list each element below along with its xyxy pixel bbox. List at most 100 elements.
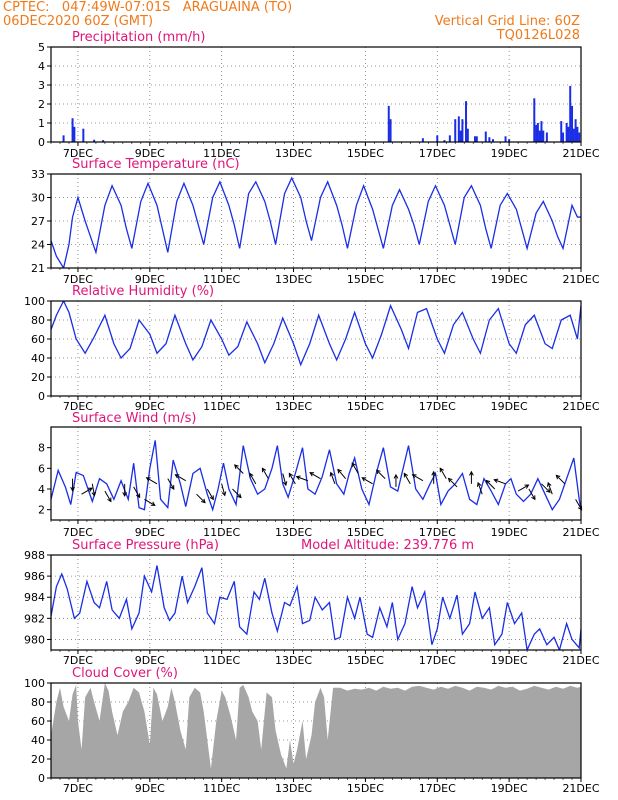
precip-bar [475,136,478,142]
xtick-label-wind: 15DEC [347,526,384,539]
panel-frame-wind [50,426,582,521]
wind-arrow [330,472,336,485]
precip-bar [457,116,460,142]
wind-arrow-head [282,481,288,487]
wind-arrow [81,487,93,495]
cloud-area [51,683,581,778]
panel-title-precip: Precipitation (mm/h) [72,30,205,45]
ytick-label-rh: 100 [24,295,45,308]
wind-arrow [351,462,359,474]
wind-arrow [403,473,411,485]
xtick-label-pressure: 19DEC [491,654,528,667]
panel-title-pressure: Surface Pressure (hPa) [72,538,219,553]
wind-arrow-head [236,493,242,499]
panel-title-cloud: Cloud Cover (%) [72,666,178,681]
forecast-date: 06DEC2020 60Z (GMT) [3,14,154,29]
ytick-label-precip: 0 [38,136,45,149]
wind-line [51,440,581,512]
precip-bar [574,119,577,142]
precip-bar [578,132,581,142]
ytick-label-pressure: 986 [24,570,45,583]
xtick-label-wind: 19DEC [491,526,528,539]
xtick-label-rh: 9DEC [135,400,165,413]
ytick-label-cloud: 80 [31,696,45,709]
rh-line [51,301,581,367]
ytick-label-wind: 4 [38,483,45,496]
precip-bar [535,124,538,142]
precip-bar [102,140,105,142]
wind-arrow [261,468,269,479]
precip-bar [459,130,462,142]
wind-arrow [167,478,175,490]
precip-bar [387,105,390,142]
xtick-label-cloud: 17DEC [419,782,456,795]
precip-bar [93,139,96,142]
ytick-label-wind: 8 [38,442,45,455]
wind-arrow-head [309,472,315,477]
wind-arrow-head [329,471,335,477]
xtick-label-cloud: 11DEC [203,782,240,795]
ytick-label-wind: 2 [38,504,45,517]
xtick-label-cloud: 15DEC [347,782,384,795]
precip-bar [508,139,511,142]
precip-bar [576,126,579,142]
precip-bar [536,123,539,142]
xtick-label-temp: 21DEC [562,273,599,286]
ytick-label-rh: 40 [31,352,45,365]
wind-arrow-head [547,481,552,487]
precip-bar [71,118,74,142]
xtick-label-temp: 13DEC [275,273,312,286]
wind-arrow-head [91,491,97,497]
ytick-label-pressure: 982 [24,612,45,625]
panel-title-wind: Surface Wind (m/s) [72,411,196,426]
ytick-label-precip: 2 [38,98,45,111]
wind-arrow-head [351,462,356,468]
wind-arrow-head [493,478,499,484]
model-altitude: Model Altitude: 239.776 m [301,538,474,553]
wind-arrow-head [555,474,561,480]
xtick-label-rh: 21DEC [562,400,599,413]
wind-arrow [555,474,566,485]
panel-frame-pressure [50,554,582,651]
ytick-label-pressure: 984 [24,591,45,604]
wind-arrow-head [209,495,214,501]
wind-arrow-head [249,472,254,478]
ytick-label-temp: 33 [31,168,45,181]
precip-bar [421,138,424,142]
xtick-label-wind: 11DEC [203,526,240,539]
wind-arrow [448,478,458,488]
ytick-label-rh: 80 [31,314,45,327]
wind-arrow-head [531,495,536,501]
wind-arrow [494,479,506,485]
wind-arrow [104,490,112,502]
station-info: CPTEC: 047:49W-07:01S ARAGUAINA (TO) [3,0,293,15]
wind-arrow-head [145,477,151,482]
wind-arrow [144,498,156,506]
panel-frame-cloud [50,682,582,779]
wind-arrow-head [295,475,301,480]
ytick-label-pressure: 988 [24,549,45,562]
xtick-label-cloud: 21DEC [562,782,599,795]
wind-arrow [517,484,529,492]
ytick-label-precip: 4 [38,60,45,73]
wind-arrow [309,472,321,480]
wind-arrow-head [447,477,453,483]
wind-arrow-head [469,470,474,476]
precip-bar [540,121,543,142]
ytick-label-cloud: 0 [38,772,45,785]
xtick-label-temp: 11DEC [203,273,240,286]
wind-arrow [282,473,287,486]
precip-bar [504,136,507,142]
ytick-label-temp: 27 [31,215,45,228]
xtick-label-wind: 7DEC [63,526,93,539]
wind-arrow [477,482,483,495]
wind-arrow [528,488,536,500]
panel-title-rh: Relative Humidity (%) [72,284,214,299]
panel-frame-precip [50,46,582,143]
wind-arrow-head [221,491,227,497]
wind-arrow-head [135,493,141,499]
wind-arrow [175,474,186,482]
precip-bar [461,119,464,142]
precip-bar [465,101,468,142]
